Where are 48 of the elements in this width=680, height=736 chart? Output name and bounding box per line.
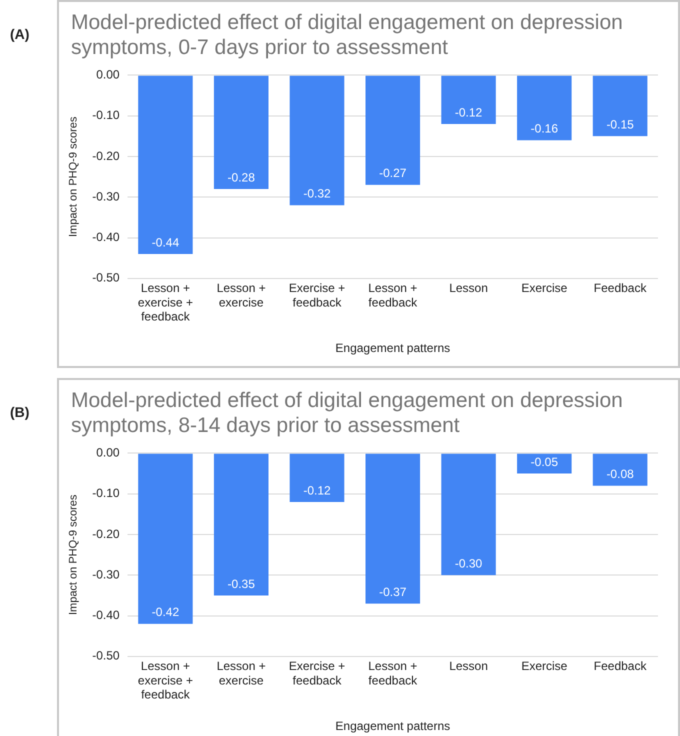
y-axis-title: Impact on PHQ-9 scores bbox=[68, 494, 80, 616]
y-tick-label: 0.00 bbox=[96, 68, 120, 82]
text: (A) bbox=[10, 26, 30, 42]
chart-title: Model-predicted effect of digital engagement on depression symptoms, 8-14 days prior to assessment bbox=[70, 388, 624, 438]
data-label: -0.28 bbox=[228, 170, 256, 184]
y-axis-title: Impact on PHQ-9 scores bbox=[68, 116, 80, 238]
x-tick-label: Lesson + exercise bbox=[216, 280, 266, 310]
x-tick-label: Lesson + exercise + feedback bbox=[138, 658, 193, 702]
y-tick-label: -0.10 bbox=[92, 486, 120, 500]
y-tick-label: -0.20 bbox=[92, 148, 120, 163]
y-tick-label: -0.50 bbox=[92, 648, 120, 663]
data-label: -0.08 bbox=[606, 467, 634, 482]
x-tick-label: Lesson + exercise + feedback bbox=[138, 280, 193, 324]
y-tick-label: -0.20 bbox=[92, 526, 120, 541]
y-tick-label: 0.00 bbox=[96, 446, 120, 460]
data-label: -0.15 bbox=[606, 117, 634, 132]
data-label: -0.05 bbox=[530, 454, 558, 469]
data-label: -0.12 bbox=[303, 483, 331, 498]
x-tick-label: Exercise + feedback bbox=[288, 658, 346, 688]
data-label: -0.12 bbox=[454, 105, 483, 120]
x-tick-label: Lesson + exercise bbox=[216, 658, 266, 688]
x-tick-label: Lesson + feedback bbox=[368, 658, 418, 688]
data-label: -0.32 bbox=[303, 186, 331, 201]
y-tick-label: -0.10 bbox=[92, 108, 120, 122]
data-label: -0.37 bbox=[379, 584, 407, 599]
x-tick-label: Exercise bbox=[521, 658, 568, 673]
data-label: -0.35 bbox=[228, 576, 256, 591]
y-tick-label: -0.30 bbox=[92, 189, 120, 204]
chart-title: Model-predicted effect of digital engagement on depression symptoms, 0-7 days prior to assessment bbox=[70, 10, 624, 60]
y-tick-label: -0.40 bbox=[92, 230, 120, 244]
text: (B) bbox=[10, 404, 30, 420]
data-label: -0.30 bbox=[454, 556, 483, 570]
y-tick-label: -0.30 bbox=[92, 567, 120, 582]
data-label: -0.27 bbox=[379, 166, 407, 180]
y-tick-label: -0.40 bbox=[92, 608, 120, 622]
data-label: -0.16 bbox=[530, 122, 558, 136]
x-tick-label: Lesson bbox=[449, 280, 488, 295]
x-tick-label: Feedback bbox=[594, 280, 648, 295]
x-axis-title: Engagement patterns bbox=[335, 719, 450, 734]
x-tick-label: Feedback bbox=[594, 658, 648, 673]
x-tick-label: Lesson bbox=[449, 658, 488, 673]
x-tick-label: Lesson + feedback bbox=[368, 280, 418, 310]
x-tick-label: Exercise + feedback bbox=[288, 280, 346, 310]
y-tick-label: -0.50 bbox=[92, 270, 120, 285]
data-label: -0.44 bbox=[152, 235, 180, 250]
x-tick-label: Exercise bbox=[521, 280, 568, 295]
data-label: -0.42 bbox=[152, 605, 180, 620]
x-axis-title: Engagement patterns bbox=[335, 341, 450, 356]
